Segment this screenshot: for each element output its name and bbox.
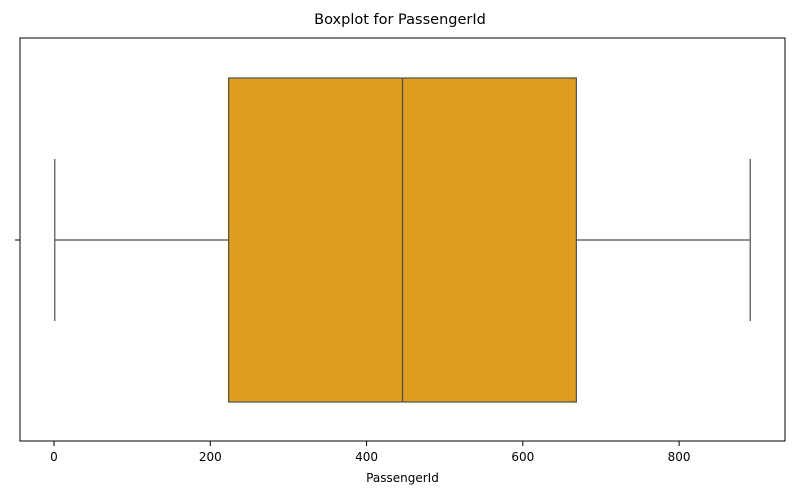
x-tick-label: 800 xyxy=(668,450,691,464)
x-axis-ticks: 0 200 400 600 800 xyxy=(50,441,691,464)
chart-title: Boxplot for PassengerId xyxy=(314,12,486,28)
box-group xyxy=(54,77,751,403)
x-tick-label: 600 xyxy=(511,450,534,464)
x-tick-label: 200 xyxy=(199,450,222,464)
x-tick-label: 0 xyxy=(50,450,58,464)
x-axis-label: PassengerId xyxy=(366,471,439,485)
x-tick-label: 400 xyxy=(355,450,378,464)
